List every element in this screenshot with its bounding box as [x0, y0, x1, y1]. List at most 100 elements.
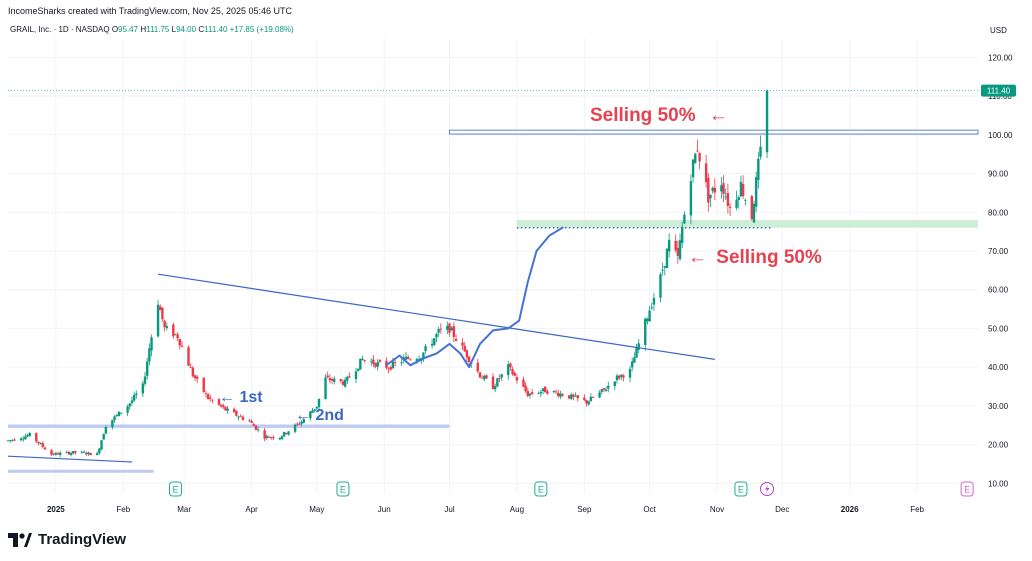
candle-body — [128, 403, 131, 407]
candle-body — [663, 266, 667, 268]
earnings-marker-label: E — [538, 485, 544, 495]
candle-body — [665, 248, 669, 269]
candle-body — [224, 406, 227, 411]
projection-curve — [385, 226, 564, 369]
candle-body — [204, 393, 208, 395]
candle-body — [346, 376, 349, 381]
candle-body — [509, 363, 512, 368]
candle-body — [522, 379, 525, 387]
candle-body — [54, 452, 58, 455]
candle-body — [211, 399, 214, 401]
candle-body — [437, 329, 440, 333]
candle-body — [269, 437, 273, 439]
candle-body — [644, 318, 647, 345]
candle-body — [280, 436, 284, 439]
x-tick-label: Dec — [775, 505, 789, 514]
trendline — [157, 273, 715, 360]
open-label: O — [111, 25, 119, 34]
candle-body — [100, 440, 103, 450]
candle-body — [496, 378, 499, 387]
candle-body — [422, 352, 425, 359]
candle-body — [202, 377, 205, 393]
candle-body — [491, 376, 495, 390]
candle-body — [354, 371, 358, 380]
candle-body — [300, 421, 303, 424]
candle-body — [576, 395, 580, 399]
candle-body — [598, 392, 601, 398]
high-label: H — [140, 25, 147, 34]
currency-label[interactable]: USD — [990, 26, 1007, 35]
candle-body — [98, 448, 101, 454]
candle-body — [570, 394, 573, 400]
candle-body — [111, 419, 114, 428]
candle-body — [650, 307, 653, 309]
y-tick-label: 90.00 — [988, 170, 1009, 179]
candle-body — [711, 187, 714, 192]
candle-body — [254, 425, 258, 430]
candle-body — [574, 395, 577, 397]
x-tick-label: Feb — [910, 505, 924, 514]
earnings-marker-label: E — [340, 485, 346, 495]
price-zone-support — [516, 220, 978, 228]
candle-body — [296, 423, 299, 425]
x-tick-label: Mar — [177, 505, 191, 514]
candle-body — [283, 431, 286, 437]
candle-body — [374, 363, 377, 367]
price-zone-support — [8, 469, 154, 473]
candle-body — [635, 347, 638, 358]
candle-body — [661, 270, 664, 272]
candle-body — [132, 394, 136, 401]
candle-body — [143, 376, 147, 384]
candle-body — [478, 372, 482, 378]
candle-body — [637, 343, 640, 350]
candle-body — [759, 146, 762, 157]
candle-body — [287, 431, 290, 435]
earnings-marker — [734, 481, 748, 497]
y-tick-label: 40.00 — [988, 363, 1009, 372]
candle-body — [500, 374, 503, 378]
footer-logo[interactable]: TradingView — [8, 531, 126, 548]
candle-body — [326, 375, 329, 378]
low-label: L — [171, 25, 177, 34]
candle-body — [543, 386, 547, 393]
candle-body — [39, 443, 42, 445]
candle-body — [463, 345, 466, 352]
candle-body — [117, 411, 121, 417]
x-tick-label: Aug — [510, 505, 524, 514]
candle-body — [735, 199, 738, 208]
candle-body — [602, 388, 606, 390]
candle-body — [681, 226, 684, 243]
symbol-name: GRAIL, Inc. · 1D · NASDAQ — [10, 25, 110, 34]
candle-body — [252, 424, 255, 426]
candle-body — [539, 391, 543, 394]
lightning-bolt — [765, 485, 770, 493]
candle-body — [513, 372, 516, 376]
candle-body — [709, 194, 712, 199]
candle-body — [8, 440, 12, 441]
candle-body — [172, 324, 175, 337]
candle-body — [741, 184, 745, 197]
candle-body — [102, 433, 105, 440]
candle-body — [454, 338, 458, 341]
candle-body — [393, 362, 397, 363]
x-tick-label: Oct — [643, 505, 656, 514]
candle-body — [239, 415, 242, 417]
candle-body — [617, 375, 621, 379]
chart-credit: IncomeSharks created with TradingView.co… — [8, 6, 292, 16]
candle-body — [439, 328, 443, 330]
candle-body — [19, 438, 23, 441]
candle-body — [676, 248, 680, 256]
candle-body — [119, 412, 123, 414]
candle-body — [145, 361, 149, 376]
candle-body — [526, 390, 529, 397]
candle-body — [694, 153, 697, 164]
candle-body — [87, 452, 90, 455]
candle-body — [250, 421, 253, 423]
candle-body — [226, 408, 229, 411]
y-axis: 10.00 20.00 30.00 40.00 50.00 60.00 70.00 80.00… — [981, 53, 1016, 488]
candle-body — [585, 400, 588, 404]
candle-body — [69, 453, 73, 455]
x-tick-label: 2025 — [47, 505, 65, 514]
candle-body — [528, 393, 532, 396]
